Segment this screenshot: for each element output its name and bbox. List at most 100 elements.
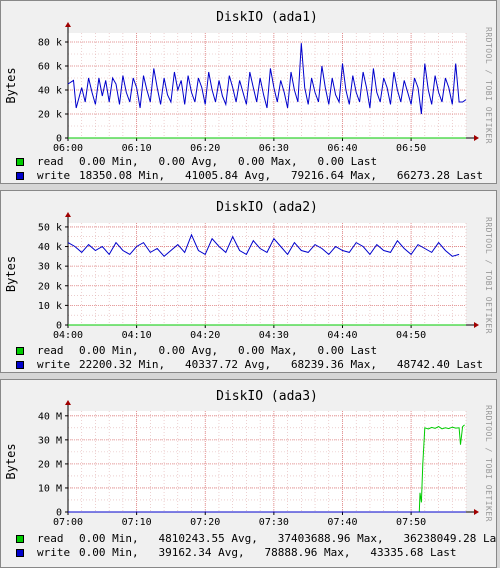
chart-panel-ada3: DiskIO (ada3) 07:00 07:10 07:20 07:30 07:40 07…	[0, 379, 497, 568]
legend-max: 37403688.96	[277, 532, 351, 545]
legend-min: 0.00	[79, 344, 106, 357]
x-tick-label: 06:20	[190, 143, 220, 154]
legend-max: 79216.64	[290, 169, 344, 182]
x-tick-label: 06:40	[327, 143, 357, 154]
chart-title: DiskIO (ada3)	[216, 389, 318, 404]
x-tick-label: 07:10	[122, 517, 152, 528]
x-axis-arrow	[474, 322, 479, 328]
x-tick-label: 06:10	[122, 143, 152, 154]
legend-swatch-write	[16, 361, 24, 369]
x-tick-label: 07:00	[53, 517, 83, 528]
legend-label: read	[37, 155, 64, 168]
legend-last: 0.00	[317, 344, 344, 357]
legend-swatch-read	[16, 347, 24, 355]
y-tick-label: 20 M	[38, 459, 62, 470]
x-tick-label: 06:50	[396, 143, 426, 154]
legend-avg: 0.00	[158, 344, 185, 357]
legend-avg: 40337.72	[184, 358, 238, 371]
y-tick-label: 40 k	[38, 86, 62, 97]
chart-panel-ada1: DiskIO (ada1) 06:00 06:10 06:20 06:30 06:40 06…	[0, 0, 497, 184]
x-axis-arrow	[474, 509, 479, 515]
y-axis-label: Bytes	[4, 67, 18, 103]
chart-title: DiskIO (ada1)	[216, 10, 318, 25]
y-tick-label: 10 k	[38, 301, 62, 312]
legend-max: 68239.36	[290, 358, 344, 371]
series-line-write	[67, 233, 460, 257]
legend-avg: 39162.34	[158, 546, 212, 559]
legend-max: 78888.96	[264, 546, 318, 559]
legend-swatch-write	[16, 549, 24, 557]
y-tick-label: 30 M	[38, 435, 62, 446]
plot-area	[68, 223, 466, 325]
y-tick-label: 20 k	[38, 281, 62, 292]
legend-avg: 0.00	[158, 155, 185, 168]
legend-last: 36238049.28	[403, 532, 477, 545]
chart-title: DiskIO (ada2)	[216, 200, 318, 215]
series-line-write	[67, 43, 467, 115]
legend-min: 0.00	[79, 546, 106, 559]
y-tick-label: 0	[56, 321, 62, 332]
y-axis-arrow	[65, 212, 71, 217]
legend-label: read	[37, 532, 64, 545]
legend-avg: 4810243.55	[158, 532, 225, 545]
legend-swatch-read	[16, 535, 24, 543]
x-tick-label: 04:20	[190, 330, 220, 341]
rrdtool-watermark: RRDTOOL / TOBI OETIKER	[484, 405, 493, 522]
legend-max: 0.00	[237, 155, 265, 168]
x-tick-label: 06:30	[259, 143, 289, 154]
legend-avg: 41005.84	[184, 169, 238, 182]
y-tick-label: 10 M	[38, 483, 62, 494]
legend-label: write	[37, 169, 71, 182]
x-tick-label: 04:50	[396, 330, 426, 341]
x-tick-label: 07:20	[190, 517, 220, 528]
x-tick-label: 04:10	[122, 330, 152, 341]
legend-min: 18350.08	[79, 169, 132, 182]
chart-svg: DiskIO (ada2)04:00 04:10 04:20 04:30 04:40 04…	[4, 200, 493, 341]
legend-row-read: read 0.00 Min, 0.00 Avg, 0.00 Max, 0.00 L…	[1, 155, 377, 169]
x-tick-label: 04:30	[259, 330, 289, 341]
x-tick-label: 07:50	[396, 517, 426, 528]
legend-last: 0.00	[317, 155, 344, 168]
legend-swatch-read	[16, 158, 24, 166]
x-tick-label: 07:30	[259, 517, 289, 528]
legend-label: read	[37, 344, 64, 357]
y-tick-label: 40 M	[38, 411, 62, 422]
legend-row-read: read 0.00 Min, 0.00 Avg, 0.00 Max, 0.00 L…	[1, 344, 377, 358]
legend-swatch-write	[16, 172, 24, 180]
legend-label: write	[37, 358, 71, 371]
legend-min: 22200.32	[79, 358, 132, 371]
x-tick-label: 07:40	[327, 517, 357, 528]
y-tick-label: 60 k	[38, 62, 62, 73]
chart-svg: DiskIO (ada3) 07:00 07:10 07:20 07:30 07:40 07…	[4, 389, 493, 528]
y-axis-arrow	[65, 400, 71, 405]
y-tick-label: 80 k	[38, 38, 62, 49]
chart-panel-ada2: DiskIO (ada2) 04:00 04:10 04:20 04:30 04:40 04…	[0, 190, 497, 373]
legend-row-write: write 22200.32 Min, 40337.72 Avg, 68239.3…	[1, 358, 483, 372]
plot-area	[68, 411, 466, 512]
y-tick-label: 50 k	[38, 222, 62, 233]
plot-area	[68, 33, 466, 138]
y-axis-arrow	[65, 22, 71, 27]
y-tick-label: 0	[56, 508, 62, 519]
rrdtool-watermark: RRDTOOL / TOBI OETIKER	[484, 27, 493, 144]
y-tick-label: 20 k	[38, 110, 62, 121]
legend-max: 0.00	[237, 344, 265, 357]
x-tick-label: 06:00	[53, 143, 83, 154]
legend-row-write: write 0.00 Min, 39162.34 Avg, 78888.96 Ma…	[1, 546, 457, 560]
legend-last: 66273.28	[396, 169, 450, 182]
series-line-read	[68, 424, 465, 513]
legend-row-write: write 18350.08 Min, 41005.84 Avg, 79216.6…	[1, 169, 483, 183]
x-axis-arrow	[474, 135, 479, 141]
legend-min: 0.00	[79, 155, 106, 168]
rrdtool-watermark: RRDTOOL / TOBI OETIKER	[484, 217, 493, 334]
y-tick-label: 0	[56, 134, 62, 145]
x-tick-label: 04:00	[53, 330, 83, 341]
legend-label: write	[37, 546, 71, 559]
legend-min: 0.00	[79, 532, 106, 545]
y-tick-label: 40 k	[38, 242, 62, 253]
legend-row-read: read 0.00 Min, 4810243.55 Avg, 37403688.9…	[1, 532, 496, 546]
x-tick-label: 04:40	[327, 330, 357, 341]
y-axis-label: Bytes	[4, 443, 18, 479]
legend-last: 43335.68	[370, 546, 424, 559]
y-axis-label: Bytes	[4, 256, 18, 292]
